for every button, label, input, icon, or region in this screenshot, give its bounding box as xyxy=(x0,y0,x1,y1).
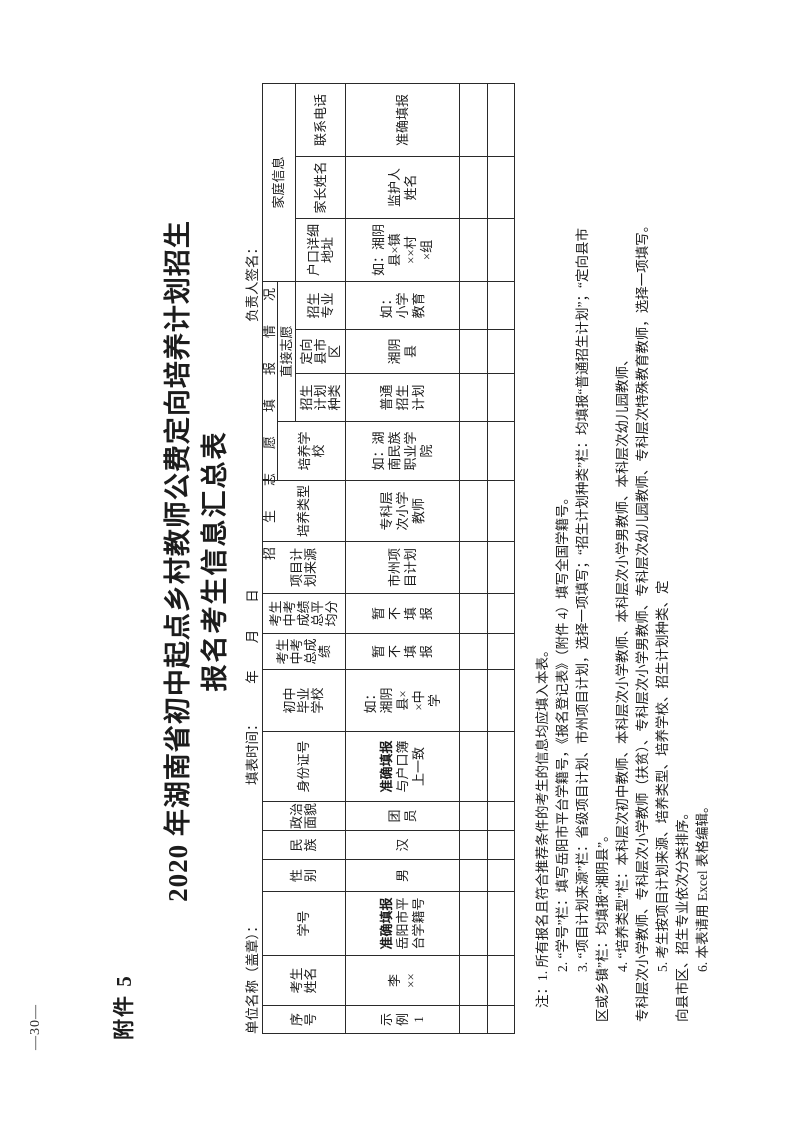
cell-xuehao: 准确填报 岳阳市平 台学籍号 xyxy=(345,891,460,956)
cell-zhengzhi: 团 员 xyxy=(345,801,460,831)
note-line: 向县市区、招生专业依次分类排序。 xyxy=(675,806,690,1022)
cell-hukou: 如：湘阴 县×镇 ××村 ×组 xyxy=(345,218,460,282)
cell-dingxiang: 湘阴 县 xyxy=(345,329,460,374)
cell-jiazhang: 监护人 姓名 xyxy=(345,156,460,219)
cell-jihua-zhonglei: 普通 招生 计划 xyxy=(345,373,460,422)
cell-name: 李 ×× xyxy=(345,955,460,1006)
header-jiazhang-xingming: 家长姓名 xyxy=(295,156,346,219)
header-xuhao: 序 号 xyxy=(262,1005,346,1034)
unit-name-label: 单位名称（盖章）： xyxy=(245,919,260,1034)
note-line: 2. “学号”栏：填写岳阳市平台学籍号，《报名登记表》（附件 4）填写全国学籍号… xyxy=(555,490,570,972)
example-row: 示 例 1 李 ×× 准确填报 岳阳市平 台学籍号 男 汉 团 员 准确填报 与户口… xyxy=(345,83,460,1034)
cell-xingbie: 男 xyxy=(345,859,460,892)
empty-row xyxy=(459,83,488,1034)
document-title-line2: 报名考生信息汇总表 xyxy=(200,430,230,692)
fill-time-label: 填表时间： 年 月 日 xyxy=(245,589,260,785)
attachment-label: 附件 5 xyxy=(112,974,136,1040)
header-hukou-dizhi: 户口详细 地址 xyxy=(295,218,346,282)
cell-peiyang-leixing: 专科层 次小学 教师 xyxy=(345,480,460,542)
note-line: 区或乡镇”栏：均填报“湘阴县”。 xyxy=(595,828,610,1022)
cell-peiyang-xuexiao: 如：湖 南民族 职业学 院 xyxy=(345,421,460,481)
header-zhengzhi-mianmao: 政治 面貌 xyxy=(262,801,346,831)
empty-row xyxy=(487,83,515,1034)
header-kaosheng-xingming: 考生 姓名 xyxy=(262,955,346,1006)
header-xingbie: 性 别 xyxy=(262,859,346,892)
cell-dianhua: 准确填报 xyxy=(345,83,460,157)
cell-xiangmu-laiyuan: 市州项 目计划 xyxy=(345,541,460,594)
cell-zhuanye: 如： 小学 教育 xyxy=(345,281,460,330)
header-chuzhong-biye-xuexiao: 初中 毕业 学校 xyxy=(262,669,346,732)
cell-shenfenzheng: 准确填报 与户口簿 上一致 xyxy=(345,731,460,802)
cell-zhongkao-chengji: 暂 不 填 报 xyxy=(345,633,460,670)
candidate-summary-table: 序 号 考生 姓名 学号 性 别 民 族 政治 面貌 身份证号 初中 毕业 学校… xyxy=(262,83,515,1034)
note-line: 注：1. 所有报名且符合推荐条件的考生的信息均应填入本表。 xyxy=(535,643,550,1009)
cell-minzu: 汉 xyxy=(345,830,460,860)
header-minzu: 民 族 xyxy=(262,830,346,860)
header-zhaosheng-zhuanye: 招生 专业 xyxy=(295,281,346,330)
cell-chuzhong-xuexiao: 如： 湘阴 县× ×中 学 xyxy=(345,669,460,732)
group-header-zhaosheng-zhiyuan: 招生志愿填报情况 xyxy=(262,264,277,561)
cell-pingjunfen: 暂 不 填 报 xyxy=(345,593,460,634)
header-dingxiang-xianshiqu: 定向 县市 区 xyxy=(295,329,346,374)
header-shenfenzheng-hao: 身份证号 xyxy=(262,731,346,802)
header-peiyang-xuexiao: 培养学 校 xyxy=(277,421,346,481)
cell-sfz-bold: 准确填报 xyxy=(378,740,394,793)
header-xuehao: 学号 xyxy=(262,891,346,956)
note-line: 4. “培养类型”栏：本科层次初中教师、本科层次小学教师、本科层次小学男教师、本… xyxy=(615,352,630,972)
note-line: 6. 本表请用 Excel 表格编辑。 xyxy=(695,799,710,972)
signer-label: 负责人签名： xyxy=(245,241,260,322)
page-number: —30— xyxy=(28,1004,43,1050)
document-title-line1: 2020 年湖南省初中起点乡村教师公费定向培养计划招生 xyxy=(163,220,193,902)
cell-xuhao: 示 例 1 xyxy=(345,1005,460,1034)
notes-block: 注：1. 所有报名且符合推荐条件的考生的信息均应填入本表。 2. “学号”栏：填… xyxy=(533,60,713,1022)
cell-sfz-rest: 与户口簿 上一致 xyxy=(394,740,426,793)
header-lianxi-dianhua: 联系电话 xyxy=(295,83,346,157)
note-line: 5. 考生按项目计划来源、培养类型、培养学校、招生计划种类、定 xyxy=(655,580,670,973)
group-cell-zhijie-zhiyuan: 直接志愿 xyxy=(277,281,296,422)
header-zhaosheng-jihua-zhonglei: 招生 计划 种类 xyxy=(295,373,346,422)
cell-xuehao-bold: 准确填报 xyxy=(378,897,394,950)
note-line: 3. “项目计划来源”栏：省级项目计划、市州项目计划，选择一项填写；“招生计划种… xyxy=(575,228,590,972)
cell-xuehao-rest: 岳阳市平 台学籍号 xyxy=(394,897,426,950)
note-line: 专科层次小学教师、专科层次小学教师（扶贫）、专科层次小学男教师、专科层次幼儿园教… xyxy=(635,218,650,1022)
